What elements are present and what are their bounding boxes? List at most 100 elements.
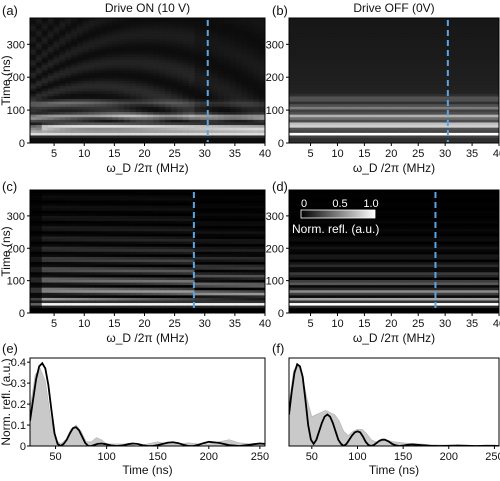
heatmap-cell xyxy=(77,140,84,144)
heatmap-cell xyxy=(320,62,327,66)
heatmap-cell xyxy=(315,59,321,63)
heatmap-cell xyxy=(310,85,316,89)
heatmap-cell xyxy=(383,137,390,141)
heatmap-cell xyxy=(41,132,48,136)
heatmap-cell xyxy=(135,127,142,131)
heatmap-cell xyxy=(159,238,166,242)
heatmap-cell xyxy=(331,41,337,45)
heatmap-cell xyxy=(241,132,248,136)
heatmap-cell xyxy=(462,98,468,102)
heatmap-cell xyxy=(35,272,43,275)
heatmap-cell xyxy=(247,90,254,94)
heatmap-cell xyxy=(212,25,219,29)
heatmap-cell xyxy=(88,218,95,222)
heatmap-cell xyxy=(320,103,327,107)
heatmap-cell xyxy=(373,75,379,79)
heatmap-cell xyxy=(446,46,453,50)
heatmap-cell xyxy=(310,54,316,58)
heatmap-cell xyxy=(112,277,119,280)
heatmap-cell xyxy=(112,70,119,73)
heatmap-cell xyxy=(446,135,453,139)
heatmap-cell xyxy=(176,98,184,102)
heatmap-cell xyxy=(247,67,254,71)
heatmap-cell xyxy=(462,101,468,105)
heatmap-cell xyxy=(451,31,458,34)
heatmap-cell xyxy=(41,307,48,311)
heatmap-cell xyxy=(71,233,78,237)
heatmap-cell xyxy=(159,64,166,68)
heatmap-cell xyxy=(118,295,125,298)
heatmap-cell xyxy=(59,54,66,58)
heatmap-cell xyxy=(483,33,489,37)
heatmap-cell xyxy=(457,96,463,100)
heatmap-cell xyxy=(129,70,137,73)
heatmap-cell xyxy=(124,300,131,304)
heatmap-cell xyxy=(331,46,337,50)
heatmap-cell xyxy=(182,23,189,27)
heatmap-cell xyxy=(141,75,148,79)
heatmap-cell xyxy=(394,41,400,45)
heatmap-cell xyxy=(415,44,421,47)
heatmap-cell xyxy=(304,75,311,79)
heatmap-cell xyxy=(483,31,489,34)
heatmap-cell xyxy=(106,59,113,63)
heatmap-cell xyxy=(35,33,43,37)
heatmap-cell xyxy=(320,75,327,79)
heatmap-cell xyxy=(153,225,160,229)
heatmap-cell xyxy=(462,41,468,45)
heatmap-cell xyxy=(436,44,442,47)
heatmap-cell xyxy=(472,101,479,105)
heatmap-cell xyxy=(106,67,113,71)
heatmap-cell xyxy=(82,127,90,131)
heatmap-cell xyxy=(446,38,453,42)
heatmap-cell xyxy=(30,49,37,53)
heatmap-cell xyxy=(446,57,453,60)
heatmap-cell xyxy=(229,25,236,29)
heatmap-cell xyxy=(53,195,60,198)
heatmap-cell xyxy=(165,77,172,81)
heatmap-cell xyxy=(294,72,300,76)
heatmap-cell xyxy=(118,277,125,280)
heatmap-cell xyxy=(341,119,348,123)
heatmap-cell xyxy=(159,54,166,58)
heatmap-cell xyxy=(159,83,166,86)
heatmap-cell xyxy=(129,238,137,242)
heatmap-cell xyxy=(53,96,60,100)
heatmap-cell xyxy=(188,72,195,76)
heatmap-cell xyxy=(82,140,90,144)
heatmap-cell xyxy=(141,77,148,81)
heatmap-cell xyxy=(176,44,184,47)
heatmap-cell xyxy=(71,241,78,245)
heatmap-cell xyxy=(493,64,500,68)
heatmap-cell xyxy=(367,33,374,37)
heatmap-cell xyxy=(53,31,60,34)
heatmap-cell xyxy=(478,36,484,40)
heatmap-cell xyxy=(320,67,327,71)
heatmap-cell xyxy=(182,90,189,94)
heatmap-cell xyxy=(200,96,207,100)
heatmap-cell xyxy=(320,85,327,89)
heatmap-cell xyxy=(129,67,137,71)
heatmap-cell xyxy=(141,210,148,214)
heatmap-cell xyxy=(171,90,178,94)
heatmap-cell xyxy=(82,137,90,141)
heatmap-cell xyxy=(320,88,327,92)
heatmap-cell xyxy=(82,274,90,278)
heatmap-cell xyxy=(82,248,90,252)
heatmap-cell xyxy=(147,269,154,273)
heatmap-cell xyxy=(478,119,484,123)
heatmap-cell xyxy=(153,75,160,79)
heatmap-cell xyxy=(467,77,474,81)
heatmap-cell xyxy=(373,31,379,34)
heatmap-cell xyxy=(77,67,84,71)
heatmap-cell xyxy=(30,64,37,68)
heatmap-cell xyxy=(141,28,148,32)
heatmap-cell xyxy=(441,28,447,32)
heatmap-cell xyxy=(94,261,101,265)
heatmap-cell xyxy=(35,307,43,311)
heatmap-cell xyxy=(35,88,43,92)
heatmap-cell xyxy=(71,67,78,71)
heatmap-cell xyxy=(135,213,142,216)
heatmap-cell xyxy=(88,119,95,123)
heatmap-cell xyxy=(441,31,447,34)
